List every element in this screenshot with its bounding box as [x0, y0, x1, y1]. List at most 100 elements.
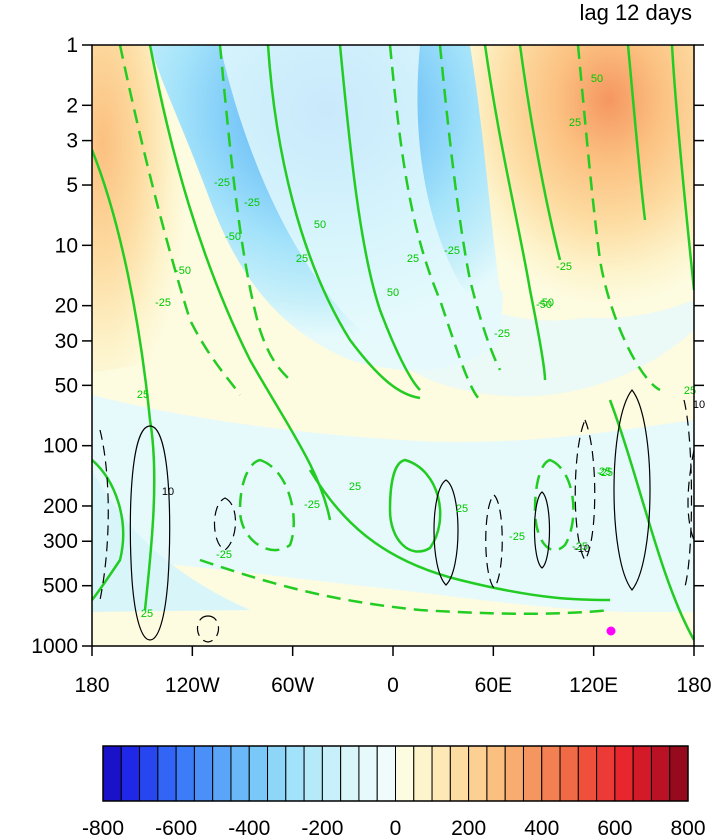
contour-label: -50 [175, 265, 191, 277]
location-marker [606, 626, 616, 636]
colorbar-swatch [248, 745, 269, 802]
colorbar-swatch [102, 745, 122, 802]
contour-label: 50 [314, 219, 326, 231]
colorbar-swatch [358, 745, 378, 802]
upper-right-positive-region [470, 45, 694, 319]
colorbar-label: -600 [155, 817, 197, 838]
colorbar-label: 600 [597, 817, 632, 838]
colorbar-swatch [650, 745, 671, 802]
colorbar-swatch [175, 745, 195, 802]
contour-label: 25 [141, 608, 153, 620]
y-tick-label: 20 [55, 295, 78, 318]
y-tick-label: 100 [43, 435, 78, 458]
x-tick-label: 180 [74, 674, 109, 697]
green-contour [388, 45, 481, 401]
colorbar-swatch [431, 745, 451, 802]
colorbar-swatch [321, 745, 342, 802]
colorbar-swatch [285, 745, 305, 802]
lower-negative-region [92, 395, 694, 613]
black-contour [213, 497, 237, 551]
contour-label: -25 [214, 177, 230, 189]
colorbar-swatch [139, 745, 159, 802]
colorbar-swatch [577, 745, 598, 802]
colorbar-swatch [559, 745, 579, 802]
contour-label: -25 [216, 549, 232, 561]
green-contour [218, 45, 291, 381]
black-contour [613, 389, 651, 591]
contour-label: -50 [225, 231, 241, 243]
black-contour [129, 425, 171, 641]
y-tick-label: 1000 [31, 635, 78, 658]
green-contour [238, 458, 295, 552]
colorbar-label: 800 [670, 817, 705, 838]
x-tick-label: 180 [676, 674, 711, 697]
colorbar-label: -400 [228, 817, 270, 838]
contour-label: -25 [155, 297, 171, 309]
y-tick-label: 50 [55, 374, 78, 397]
green-contour [92, 459, 125, 601]
black-contour [687, 449, 694, 541]
colorbar: -800 -600 -400 -200 0 200 400 600 800 [82, 745, 706, 838]
black-contour [485, 494, 503, 589]
colorbar-swatch [522, 745, 543, 802]
green-contour [438, 45, 502, 371]
green-contour [518, 45, 562, 261]
y-tick-label: 2 [66, 94, 78, 117]
y-tick-label: 500 [43, 575, 78, 598]
colorbar-swatch [614, 745, 634, 802]
contour-label: -25 [304, 499, 320, 511]
contour-label: 25 [137, 389, 149, 401]
contour-label: 25 [456, 503, 468, 515]
colorbar-swatch [212, 745, 232, 802]
colorbar-swatch [157, 745, 177, 802]
contour-label: -25 [244, 197, 260, 209]
contour-label: 25 [599, 466, 611, 478]
x-tick-label: 120E [569, 674, 618, 697]
colorbar-swatch [669, 745, 689, 802]
contour-label: 10 [693, 399, 705, 411]
colorbar-frame [102, 745, 689, 802]
contour-label-group: 25 -50 -25 -50 -25 25 -25 25 50 -25 25 5… [137, 73, 705, 620]
colorbar-swatch [120, 745, 141, 802]
colorbar-swatch [596, 745, 616, 802]
colorbar-swatch [449, 745, 470, 802]
green-contour [388, 458, 442, 553]
chart-title-right: lag 12 days [579, 0, 692, 25]
black-contour [196, 615, 220, 643]
colorbar-swatch [413, 745, 433, 802]
contour-label: 10 [162, 486, 174, 498]
contour-label: 50 [591, 73, 603, 85]
y-tick-label: 30 [55, 330, 78, 353]
contour-lines [92, 45, 694, 643]
green-contour [92, 149, 156, 611]
y-tick-label: 300 [43, 530, 78, 553]
x-tick-label: 0 [387, 674, 399, 697]
contour-label: -25 [494, 328, 510, 340]
colorbar-swatch [230, 745, 250, 802]
colorbar-swatch [193, 745, 214, 802]
x-tick-label: 120W [165, 674, 220, 697]
colorbar-label: 0 [390, 817, 402, 838]
colorbar-swatch [632, 745, 652, 802]
y-tick-label: 3 [66, 130, 78, 153]
y-tick-label: 1 [66, 34, 78, 57]
contour-label: 25 [296, 253, 308, 265]
colorbar-label: 200 [451, 817, 486, 838]
contour-label: -25 [572, 541, 588, 553]
shaded-field [92, 45, 694, 646]
green-contour [483, 45, 547, 381]
contour-label: 25 [349, 481, 361, 493]
black-contour [433, 479, 459, 586]
colorbar-swatch [340, 745, 360, 802]
black-contour [99, 429, 109, 601]
green-contour [118, 45, 242, 396]
black-contour [683, 399, 693, 591]
green-contour [608, 399, 694, 641]
green-contour [308, 469, 611, 602]
contour-label: -10 [574, 543, 590, 555]
green-contour [148, 45, 332, 521]
x-tick-label: 60E [475, 674, 512, 697]
black-contour [574, 418, 596, 562]
y-tick-label: 200 [43, 495, 78, 518]
